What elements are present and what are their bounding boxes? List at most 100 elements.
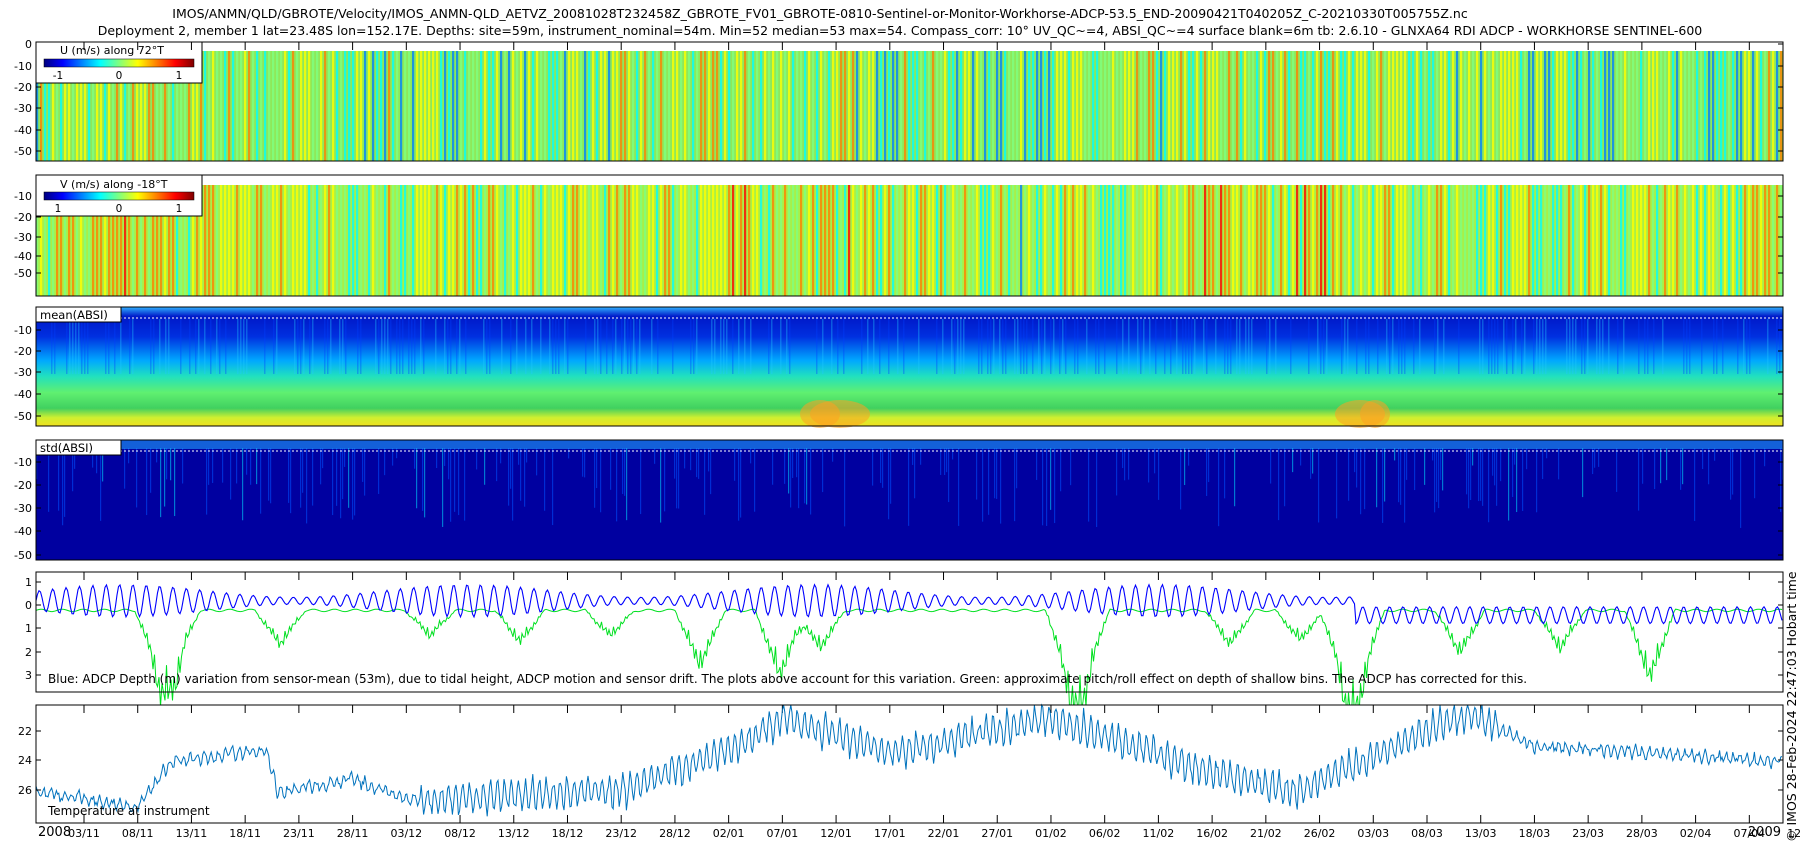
velocity-stripe bbox=[1112, 185, 1115, 296]
absi-streak bbox=[1203, 319, 1205, 374]
velocity-stripe bbox=[696, 185, 699, 296]
velocity-stripe bbox=[592, 51, 595, 161]
velocity-stripe bbox=[724, 51, 727, 161]
std-streak bbox=[1354, 448, 1356, 473]
velocity-stripe bbox=[968, 185, 971, 296]
velocity-stripe bbox=[844, 51, 847, 161]
velocity-stripe bbox=[1072, 185, 1075, 296]
velocity-stripe bbox=[1644, 185, 1647, 296]
absi-streak bbox=[1095, 319, 1097, 374]
std-streak bbox=[754, 448, 756, 512]
std-streak bbox=[1398, 448, 1400, 503]
velocity-stripe bbox=[52, 185, 55, 296]
std-streak bbox=[1522, 448, 1524, 511]
velocity-stripe bbox=[300, 51, 303, 161]
velocity-stripe bbox=[1716, 51, 1719, 161]
std-streak bbox=[354, 448, 356, 516]
velocity-stripe bbox=[416, 185, 419, 296]
std-streak bbox=[940, 448, 942, 475]
absi-streak bbox=[378, 319, 380, 374]
absi-streak bbox=[1275, 319, 1277, 374]
velocity-stripe bbox=[1220, 185, 1223, 296]
velocity-stripe bbox=[376, 51, 379, 161]
std-streak bbox=[1300, 448, 1302, 466]
std-absi-label: std(ABSI) bbox=[40, 441, 93, 455]
velocity-stripe bbox=[804, 51, 807, 161]
velocity-stripe bbox=[1036, 185, 1039, 296]
velocity-stripe bbox=[692, 185, 695, 296]
std-streak bbox=[96, 448, 98, 474]
velocity-stripe bbox=[352, 51, 355, 161]
velocity-stripe bbox=[1752, 51, 1755, 161]
velocity-stripe bbox=[1220, 51, 1223, 161]
velocity-stripe bbox=[1664, 185, 1667, 296]
velocity-stripe bbox=[100, 185, 103, 296]
absi-streak bbox=[1482, 319, 1484, 374]
velocity-stripe bbox=[1400, 51, 1403, 161]
velocity-stripe bbox=[1308, 185, 1311, 296]
velocity-stripe bbox=[196, 51, 199, 161]
absi-streak bbox=[999, 319, 1001, 374]
velocity-stripe bbox=[1748, 185, 1751, 296]
absi-streak bbox=[987, 319, 989, 374]
velocity-stripe bbox=[120, 51, 123, 161]
x-tick-label: 07/04 bbox=[1733, 827, 1765, 840]
std-streak bbox=[1582, 448, 1584, 498]
absi-streak bbox=[345, 319, 347, 374]
velocity-stripe bbox=[1284, 185, 1287, 296]
std-streak bbox=[1424, 448, 1426, 485]
std-streak bbox=[616, 448, 618, 522]
std-streak bbox=[640, 448, 642, 515]
velocity-stripe bbox=[1372, 51, 1375, 161]
absi-streak bbox=[861, 319, 863, 374]
velocity-stripe bbox=[1472, 185, 1475, 296]
velocity-stripe bbox=[704, 51, 707, 161]
velocity-stripe bbox=[1580, 185, 1583, 296]
std-streak bbox=[1432, 448, 1434, 461]
absi-streak bbox=[414, 319, 416, 374]
mean-absi-frame bbox=[35, 306, 1784, 427]
velocity-stripe bbox=[1604, 51, 1607, 161]
velocity-stripe bbox=[512, 51, 515, 161]
std-streak bbox=[1360, 448, 1362, 515]
velocity-stripe bbox=[1564, 185, 1567, 296]
velocity-stripe bbox=[964, 51, 967, 161]
std-streak bbox=[444, 448, 446, 466]
y-tick-label: -40 bbox=[14, 388, 32, 401]
absi-streak bbox=[531, 319, 533, 374]
velocity-stripe bbox=[696, 51, 699, 161]
velocity-stripe bbox=[1468, 51, 1471, 161]
std-streak bbox=[1356, 448, 1358, 488]
velocity-stripe bbox=[1196, 185, 1199, 296]
std-streak bbox=[1516, 448, 1518, 513]
velocity-stripe bbox=[972, 51, 975, 161]
std-streak bbox=[1042, 448, 1044, 526]
std-streak bbox=[512, 448, 514, 521]
absi-streak bbox=[1776, 319, 1778, 374]
absi-streak bbox=[486, 319, 488, 374]
absi-streak bbox=[1515, 319, 1517, 374]
velocity-stripe bbox=[1484, 51, 1487, 161]
velocity-stripe bbox=[320, 51, 323, 161]
velocity-stripe bbox=[208, 185, 211, 296]
std-streak bbox=[1730, 448, 1732, 500]
velocity-stripe bbox=[1692, 51, 1695, 161]
velocity-stripe bbox=[360, 51, 363, 161]
velocity-stripe bbox=[1432, 185, 1435, 296]
velocity-stripe bbox=[468, 51, 471, 161]
velocity-stripe bbox=[836, 185, 839, 296]
velocity-stripe bbox=[668, 185, 671, 296]
std-streak bbox=[596, 448, 598, 489]
velocity-stripe bbox=[884, 51, 887, 161]
velocity-stripe bbox=[1704, 51, 1707, 161]
velocity-stripe bbox=[1336, 51, 1339, 161]
std-streak bbox=[610, 448, 612, 490]
velocity-stripe bbox=[908, 185, 911, 296]
velocity-stripe bbox=[1692, 185, 1695, 296]
y-tick-label: -20 bbox=[14, 479, 32, 492]
absi-streak bbox=[1326, 319, 1328, 374]
velocity-stripe bbox=[1268, 51, 1271, 161]
x-tick-label: 27/01 bbox=[981, 827, 1013, 840]
velocity-stripe bbox=[1588, 51, 1591, 161]
absi-streak bbox=[990, 319, 992, 374]
